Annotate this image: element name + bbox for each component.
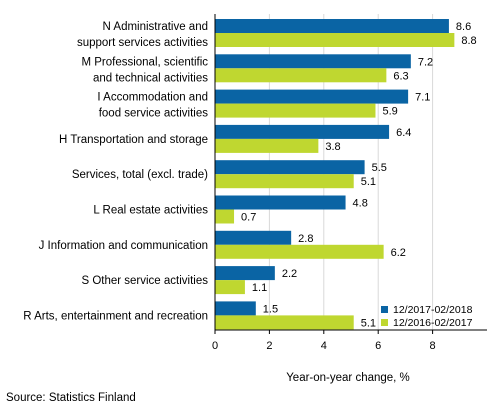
bar — [215, 195, 346, 210]
data-label: 8.8 — [461, 35, 476, 47]
data-label: 6.4 — [396, 127, 411, 139]
legend-swatch — [381, 319, 388, 326]
category-label: Services, total (excl. trade) — [72, 169, 208, 181]
data-label: 7.2 — [418, 56, 433, 68]
bar — [215, 230, 292, 245]
x-axis-title: Year-on-year change, % — [286, 372, 410, 384]
data-label: 5.5 — [372, 162, 387, 174]
category-label: I Accommodation and — [97, 92, 208, 104]
data-label: 5.9 — [382, 106, 397, 118]
data-label: 6.2 — [391, 247, 406, 259]
x-tick-label: 8 — [430, 340, 436, 352]
category-label: L Real estate activities — [93, 205, 208, 217]
bar — [215, 315, 354, 330]
bar — [215, 68, 387, 83]
data-label: 5.1 — [361, 317, 376, 329]
category-label: M Professional, scientific — [81, 56, 208, 68]
source-note: Source: Statistics Finland — [6, 392, 136, 404]
bar — [215, 103, 376, 118]
x-tick-label: 2 — [266, 340, 272, 352]
data-label: 6.3 — [393, 70, 408, 82]
legend-swatch — [381, 306, 388, 313]
category-labels: N Administrative and support services act… — [23, 21, 208, 322]
data-label: 5.1 — [361, 176, 376, 188]
data-label: 1.5 — [263, 303, 278, 315]
bar — [215, 301, 256, 316]
bar — [215, 174, 354, 189]
bar — [215, 124, 390, 139]
data-label: 4.8 — [353, 198, 368, 210]
bar — [215, 19, 449, 33]
data-label: 2.8 — [298, 233, 313, 245]
category-label: J Information and communication — [39, 240, 208, 252]
category-label: H Transportation and storage — [59, 134, 208, 146]
x-tick-label: 4 — [321, 340, 327, 352]
x-tick-label: 0 — [212, 340, 218, 352]
data-label: 3.8 — [325, 141, 340, 153]
bar — [215, 280, 245, 295]
category-label: S Other service activities — [81, 275, 208, 287]
data-label: 1.1 — [252, 282, 267, 294]
data-label: 2.2 — [282, 268, 297, 280]
category-label: support services activities — [77, 37, 208, 49]
bar — [215, 160, 365, 175]
x-tick-label: 6 — [375, 340, 381, 352]
category-label: R Arts, entertainment and recreation — [23, 310, 208, 322]
data-label: 8.6 — [456, 21, 471, 33]
bar — [215, 209, 235, 224]
bar — [215, 266, 275, 281]
category-label: and technical activities — [93, 72, 208, 84]
category-label: N Administrative and — [103, 21, 208, 33]
legend-label: 12/2016-02/2017 — [393, 317, 473, 329]
data-label: 7.1 — [415, 92, 430, 104]
bar — [215, 89, 409, 104]
data-label: 0.7 — [241, 212, 256, 224]
bar — [215, 33, 455, 47]
bar — [215, 54, 411, 69]
bar — [215, 244, 384, 259]
bars — [215, 19, 455, 330]
category-label: food service activities — [99, 108, 209, 120]
legend-label: 12/2017-02/2018 — [393, 304, 473, 316]
value-labels: 8.6 8.8 7.2 6.3 7.1 5.9 6.4 3.8 5.5 5.1 4.8 0.7 2.8 6… — [241, 21, 477, 329]
bar — [215, 138, 319, 153]
x-axis: 0 2 4 6 8 — [212, 14, 487, 352]
